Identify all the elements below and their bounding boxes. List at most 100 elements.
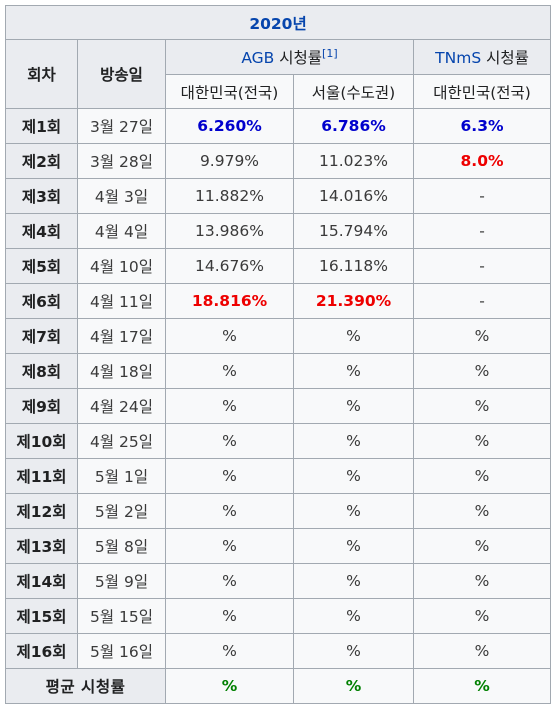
agb-nationwide-cell: 18.816% <box>165 283 294 319</box>
agb-seoul-cell: % <box>293 423 414 459</box>
tnms-cell: % <box>412 353 552 389</box>
tnms-cell: % <box>412 598 552 634</box>
agb-header-suffix: 시청률 <box>279 49 323 67</box>
tnms-cell: % <box>412 633 552 669</box>
average-tnms: % <box>412 668 552 704</box>
agb-nationwide-cell: % <box>165 388 294 424</box>
agb-nationwide-cell: % <box>165 633 294 669</box>
agb-seoul-cell: % <box>293 528 414 564</box>
agb-nationwide-cell: % <box>165 458 294 494</box>
episode-cell: 제4회 <box>5 213 78 249</box>
tnms-cell: - <box>412 283 552 319</box>
average-agb-seoul: % <box>293 668 414 704</box>
airdate-cell: 5월 16일 <box>77 633 166 669</box>
episode-header: 회차 <box>5 39 78 109</box>
agb-seoul-cell: 11.023% <box>293 143 414 179</box>
agb-reference[interactable]: [1] <box>322 46 338 60</box>
average-row: 평균 시청률 % % % <box>5 668 552 704</box>
episode-cell: 제7회 <box>5 318 78 354</box>
table-row: 제13회 5월 8일 % % % <box>5 528 552 564</box>
episode-cell: 제8회 <box>5 353 78 389</box>
airdate-cell: 4월 3일 <box>77 178 166 214</box>
agb-seoul-cell: % <box>293 458 414 494</box>
agb-seoul-cell: 6.786% <box>293 108 414 144</box>
tnms-cell: % <box>412 458 552 494</box>
airdate-cell: 5월 8일 <box>77 528 166 564</box>
episode-cell: 제16회 <box>5 633 78 669</box>
table-row: 제5회 4월 10일 14.676% 16.118% - <box>5 248 552 284</box>
agb-nationwide-cell: 9.979% <box>165 143 294 179</box>
episode-cell: 제6회 <box>5 283 78 319</box>
episode-cell: 제12회 <box>5 493 78 529</box>
episode-cell: 제14회 <box>5 563 78 599</box>
agb-nationwide-cell: % <box>165 353 294 389</box>
average-label: 평균 시청률 <box>5 668 166 704</box>
tnms-header: TNmS 시청률 <box>412 39 552 75</box>
tnms-cell: % <box>412 528 552 564</box>
episode-cell: 제2회 <box>5 143 78 179</box>
tnms-cell: % <box>412 423 552 459</box>
tnms-cell: % <box>412 563 552 599</box>
agb-seoul-cell: % <box>293 633 414 669</box>
agb-nationwide-header: 대한민국(전국) <box>165 74 294 109</box>
tnms-cell: % <box>412 318 552 354</box>
episode-cell: 제9회 <box>5 388 78 424</box>
tnms-cell: 8.0% <box>412 143 552 179</box>
agb-seoul-cell: % <box>293 353 414 389</box>
tnms-cell: - <box>412 178 552 214</box>
episode-cell: 제15회 <box>5 598 78 634</box>
tnms-cell: % <box>412 388 552 424</box>
agb-seoul-cell: % <box>293 598 414 634</box>
airdate-cell: 5월 9일 <box>77 563 166 599</box>
agb-nationwide-cell: 13.986% <box>165 213 294 249</box>
tnms-header-suffix: 시청률 <box>486 49 529 67</box>
tnms-cell: 6.3% <box>412 108 552 144</box>
agb-nationwide-cell: 6.260% <box>165 108 294 144</box>
ratings-body: 제1회 3월 27일 6.260% 6.786% 6.3% 제2회 3월 28일… <box>5 108 552 669</box>
agb-seoul-header: 서울(수도권) <box>293 74 414 109</box>
airdate-cell: 5월 15일 <box>77 598 166 634</box>
airdate-cell: 4월 17일 <box>77 318 166 354</box>
agb-header: AGB 시청률[1] <box>165 39 414 75</box>
airdate-cell: 3월 27일 <box>77 108 166 144</box>
agb-seoul-cell: 16.118% <box>293 248 414 284</box>
table-row: 제10회 4월 25일 % % % <box>5 423 552 459</box>
agb-nationwide-cell: 14.676% <box>165 248 294 284</box>
tnms-nationwide-header: 대한민국(전국) <box>412 74 552 109</box>
tnms-cell: % <box>412 493 552 529</box>
year-header[interactable]: 2020년 <box>4 5 552 40</box>
year-row: 2020년 <box>4 5 552 40</box>
agb-nationwide-cell: 11.882% <box>165 178 294 214</box>
agb-link[interactable]: AGB <box>241 49 275 67</box>
episode-cell: 제11회 <box>5 458 78 494</box>
agb-seoul-cell: % <box>293 493 414 529</box>
average-agb-nationwide: % <box>165 668 294 704</box>
episode-cell: 제5회 <box>5 248 78 284</box>
table-row: 제8회 4월 18일 % % % <box>5 353 552 389</box>
table-row: 제14회 5월 9일 % % % <box>5 563 552 599</box>
airdate-cell: 4월 24일 <box>77 388 166 424</box>
agb-nationwide-cell: % <box>165 563 294 599</box>
agb-nationwide-cell: % <box>165 528 294 564</box>
airdate-cell: 4월 4일 <box>77 213 166 249</box>
airdate-cell: 4월 10일 <box>77 248 166 284</box>
episode-cell: 제3회 <box>5 178 78 214</box>
table-row: 제7회 4월 17일 % % % <box>5 318 552 354</box>
airdate-cell: 4월 25일 <box>77 423 166 459</box>
agb-seoul-cell: 14.016% <box>293 178 414 214</box>
table-row: 제9회 4월 24일 % % % <box>5 388 552 424</box>
table-row: 제6회 4월 11일 18.816% 21.390% - <box>5 283 552 319</box>
sub-header-row: 대한민국(전국) 서울(수도권) 대한민국(전국) <box>6 74 552 109</box>
agb-nationwide-cell: % <box>165 423 294 459</box>
agb-nationwide-cell: % <box>165 318 294 354</box>
tnms-link[interactable]: TNmS <box>435 49 482 67</box>
table-row: 제1회 3월 27일 6.260% 6.786% 6.3% <box>5 108 552 144</box>
table-row: 제11회 5월 1일 % % % <box>5 458 552 494</box>
table-row: 제4회 4월 4일 13.986% 15.794% - <box>5 213 552 249</box>
airdate-cell: 3월 28일 <box>77 143 166 179</box>
agb-seoul-cell: % <box>293 318 414 354</box>
agb-seoul-cell: % <box>293 563 414 599</box>
episode-cell: 제10회 <box>5 423 78 459</box>
table-row: 제16회 5월 16일 % % % <box>5 633 552 669</box>
episode-cell: 제1회 <box>5 108 78 144</box>
